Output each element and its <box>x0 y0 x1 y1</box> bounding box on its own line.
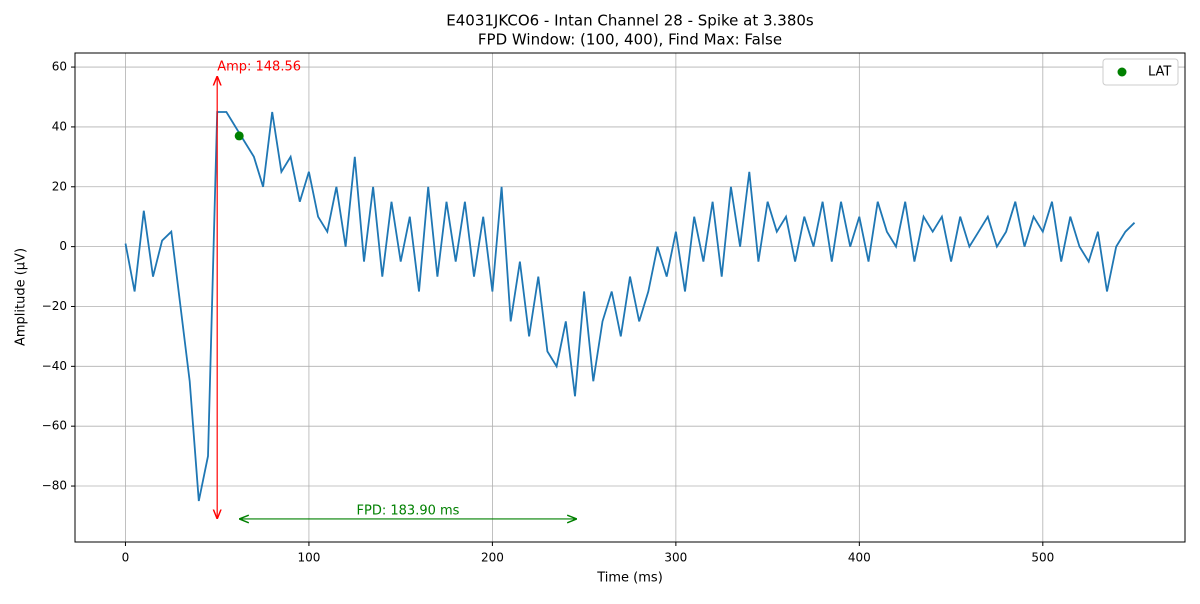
annotation-text: Amp: 148.56 <box>217 60 301 75</box>
x-tick-label: 0 <box>122 551 130 565</box>
y-tick-label: −20 <box>42 299 67 313</box>
annotation-text: FPD: 183.90 ms <box>357 503 460 518</box>
y-tick-label: 40 <box>52 119 67 133</box>
signal-line <box>124 111 1136 502</box>
x-tick-label: 400 <box>848 551 871 565</box>
lat-point <box>234 131 244 141</box>
y-axis-label: Amplitude (μV) <box>14 248 29 346</box>
plot-frame <box>74 52 1186 543</box>
x-tick-label: 200 <box>481 551 504 565</box>
y-tick-label: −60 <box>42 419 67 433</box>
y-tick-label: −80 <box>42 479 67 493</box>
chart-subtitle: FPD Window: (100, 400), Find Max: False <box>478 31 782 49</box>
x-axis-label: Time (ms) <box>596 571 663 586</box>
x-tick-label: 300 <box>664 551 687 565</box>
x-tick-label: 100 <box>297 551 320 565</box>
x-tick-label: 500 <box>1031 551 1054 565</box>
legend-label: LAT <box>1148 65 1171 80</box>
y-tick-label: 20 <box>52 179 67 193</box>
chart-title: E4031JKCO6 - Intan Channel 28 - Spike at… <box>446 12 814 30</box>
legend-box <box>1102 58 1179 86</box>
y-tick-label: 60 <box>52 60 67 74</box>
legend-marker <box>1117 67 1127 77</box>
y-tick-label: −40 <box>42 359 67 373</box>
y-tick-label: 0 <box>59 239 67 253</box>
